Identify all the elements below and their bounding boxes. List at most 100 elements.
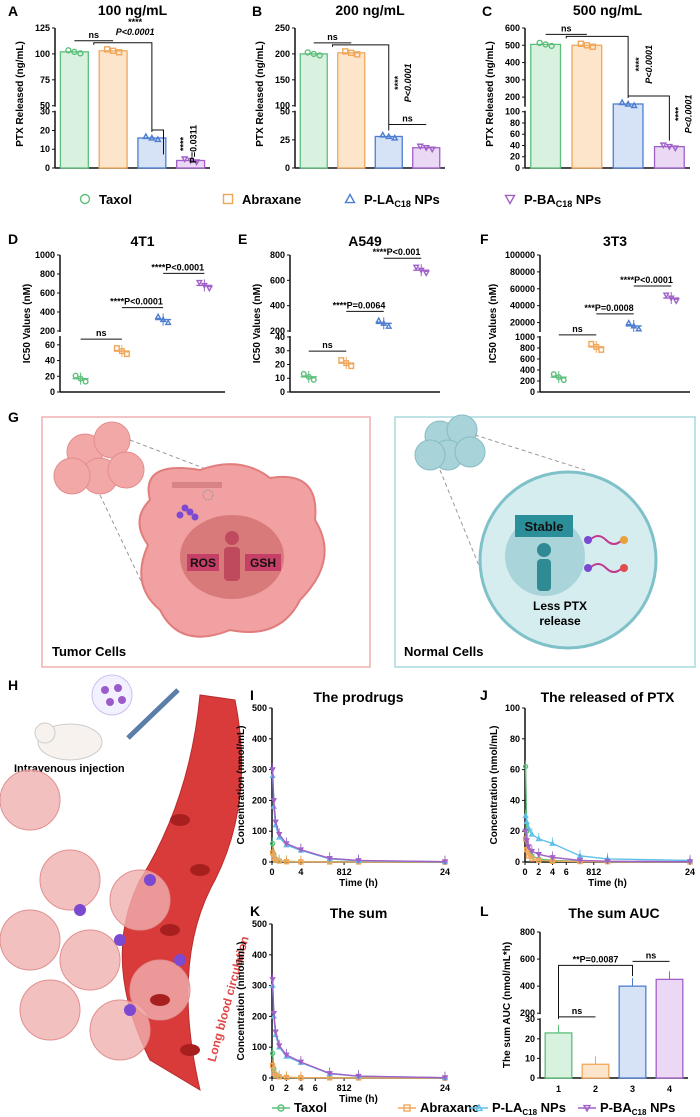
stable-label: Stable — [524, 519, 563, 534]
data-point — [535, 835, 542, 842]
y-tick-label: 400 — [252, 950, 267, 960]
person-body — [537, 559, 551, 591]
data-point — [548, 42, 555, 50]
legend-label: P-LAC18 NPs — [364, 192, 440, 209]
axis-break — [536, 1014, 544, 1019]
y-tick-label: 0 — [515, 857, 520, 867]
series-line — [271, 979, 446, 1079]
significance-stars: **** — [128, 17, 143, 27]
y-tick-label: 200 — [275, 49, 290, 59]
data-point — [441, 1075, 449, 1082]
nanoparticle — [101, 686, 109, 694]
data-point — [598, 346, 605, 353]
panel-label: G — [8, 409, 19, 425]
y-axis-label: Concentration (nmol/mL) — [489, 726, 500, 845]
data-point — [525, 853, 532, 859]
y-tick-label: 0 — [515, 163, 520, 173]
bracket — [565, 35, 629, 98]
gsh-badge — [245, 554, 281, 571]
ros-label: ROS — [190, 556, 216, 570]
chart-title: The sum — [330, 905, 388, 921]
x-tick-label: 4 — [298, 1083, 303, 1093]
data-point — [686, 859, 694, 866]
nanoparticle — [118, 696, 126, 704]
data-point — [269, 850, 276, 856]
data-point — [276, 833, 283, 840]
y-tick-label: 300 — [252, 981, 267, 991]
data-point — [528, 848, 536, 855]
panel-I: I The prodrugs Concentration (nmol/mL) Time… — [236, 687, 450, 889]
y-tick-label: 0 — [280, 387, 285, 397]
y-tick-label: 10 — [40, 144, 50, 154]
data-point — [525, 824, 532, 831]
data-point — [536, 857, 542, 864]
significance-stars: **** — [634, 57, 644, 72]
zoom-line — [99, 494, 151, 601]
x-tick-label: 812 — [586, 867, 601, 877]
bracket — [151, 129, 164, 155]
significance-label: ****P=0.0064 — [333, 300, 386, 310]
y-tick-label: 20 — [525, 1034, 535, 1044]
data-point — [142, 132, 150, 140]
data-point — [522, 828, 529, 835]
y-axis-label: Concentration (nmol/mL) — [236, 942, 247, 1061]
data-point — [82, 378, 89, 385]
bracket — [628, 95, 670, 141]
nanoparticle — [144, 874, 156, 886]
x-axis-label: Time (h) — [339, 1094, 378, 1105]
tumor-tissue — [0, 769, 61, 831]
panel-label: E — [238, 231, 247, 247]
y-tick-label: 60000 — [510, 284, 535, 294]
data-point — [522, 812, 529, 819]
bracket — [93, 42, 153, 132]
chart-title: 200 ng/mL — [335, 2, 405, 18]
y-tick-label: 60 — [510, 765, 520, 775]
legend-label: P-BAC18 NPs — [600, 1100, 675, 1117]
data-point — [269, 1062, 276, 1069]
y-tick-label: 80000 — [510, 267, 535, 277]
data-point — [77, 50, 84, 57]
legend-label: Abraxane — [420, 1100, 479, 1115]
axis-break — [56, 331, 64, 336]
panel-label: A — [8, 3, 18, 19]
x-tick-label: 0 — [269, 1083, 274, 1093]
y-tick-label: 200 — [252, 795, 267, 805]
series-line — [524, 766, 691, 863]
data-point — [283, 1074, 290, 1081]
significance-label: P<0.0001 — [403, 63, 413, 102]
y-tick-label: 50 — [40, 101, 50, 111]
stable-badge — [515, 515, 573, 537]
data-point — [269, 767, 276, 774]
y-tick-label: 60 — [510, 129, 520, 139]
ros-badge — [187, 554, 219, 571]
data-point — [200, 282, 208, 290]
bracket — [332, 44, 390, 131]
nanoparticle — [106, 698, 114, 706]
data-point — [549, 855, 556, 861]
legend-marker — [474, 1103, 484, 1112]
data-point — [300, 370, 307, 377]
y-tick-label: 300 — [505, 75, 520, 85]
nanoparticle-bubble — [91, 674, 133, 716]
y-tick-label: 40 — [510, 795, 520, 805]
bar-p-lac18-nps — [137, 137, 167, 169]
data-point — [529, 856, 535, 862]
y-tick-label: 800 — [520, 343, 535, 353]
x-tick-label: 812 — [337, 1083, 352, 1093]
significance-label: ns — [572, 324, 583, 334]
x-tick-label: 1 — [556, 1084, 561, 1094]
legend-label: Taxol — [294, 1100, 327, 1115]
y-tick-label: 40 — [510, 140, 520, 150]
legend-label: Abraxane — [242, 192, 301, 207]
significance-stars: **** — [393, 75, 403, 90]
data-point — [326, 856, 333, 862]
data-point — [583, 42, 591, 49]
data-point — [272, 1029, 279, 1036]
red-blood-cell — [190, 864, 210, 876]
normal-cell — [414, 439, 446, 471]
y-tick-label: 100 — [275, 101, 290, 111]
data-point — [391, 134, 399, 141]
